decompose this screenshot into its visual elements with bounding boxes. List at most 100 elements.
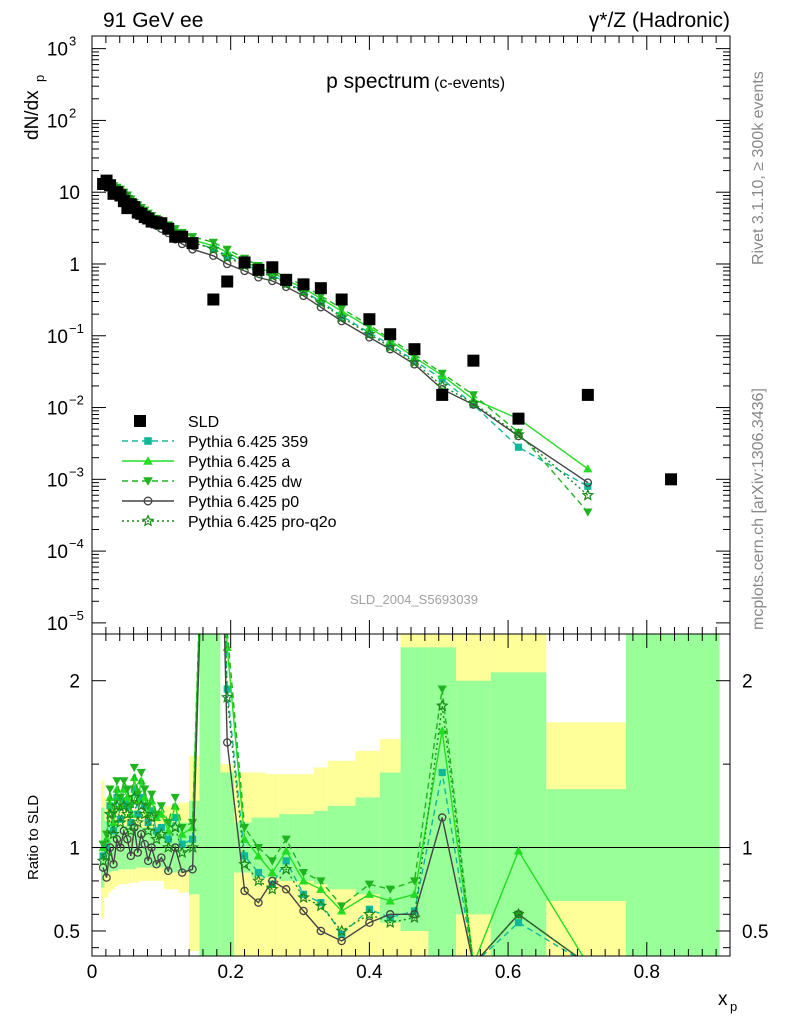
sld-point xyxy=(467,354,480,367)
ratio-point xyxy=(102,873,111,882)
x-axis-title-sub: p xyxy=(730,999,737,1014)
ratio-point xyxy=(152,827,161,835)
series-point xyxy=(437,369,447,378)
ratio-point xyxy=(314,899,328,912)
legend-entry: Pythia 6.425 pro-q2o xyxy=(122,514,337,531)
series-point xyxy=(468,391,479,400)
series-point xyxy=(467,396,480,409)
ratio-point xyxy=(409,877,420,886)
ratio-point xyxy=(364,880,374,889)
ratio-point xyxy=(385,896,395,905)
ratio-point xyxy=(282,857,290,865)
ratio-point xyxy=(438,768,446,777)
ratio-point xyxy=(385,885,395,894)
ratio-point xyxy=(178,840,186,848)
ratio-point xyxy=(156,802,166,811)
series-point xyxy=(362,327,376,340)
ratio-line-3 xyxy=(102,634,578,956)
ratio-point xyxy=(512,907,525,920)
ratio-y-tick-label: 1 xyxy=(69,839,80,860)
x-axis-title: x p xyxy=(718,989,737,1014)
ratio-point xyxy=(137,793,145,802)
y-tick-exponent: −3 xyxy=(69,464,84,479)
ratio-point xyxy=(112,777,122,786)
ratio-point xyxy=(147,843,156,852)
legend-label: SLD xyxy=(188,414,219,431)
legend-label: Pythia 6.425 dw xyxy=(188,474,302,491)
ratio-point xyxy=(122,792,132,802)
sld-point xyxy=(314,282,327,295)
sld-point xyxy=(266,261,279,274)
spectrum-frame xyxy=(91,35,731,635)
ratio-point xyxy=(186,840,199,854)
y-tick-exponent: 3 xyxy=(69,34,76,49)
ratio-point xyxy=(437,813,447,822)
series-point xyxy=(583,508,593,517)
sld-point xyxy=(335,293,348,306)
series-point xyxy=(207,242,220,255)
series-point xyxy=(386,341,394,349)
y-tick-label: 1 xyxy=(69,255,80,276)
series-point xyxy=(514,443,523,451)
ratio-point xyxy=(239,823,250,833)
ratio-point xyxy=(122,785,132,794)
ratio-point xyxy=(133,848,143,857)
series-point xyxy=(222,245,232,254)
ratio-y-tick-label-right: 0.5 xyxy=(742,922,768,943)
legend-marker xyxy=(143,456,153,465)
legend-entry: Pythia 6.425 a xyxy=(122,454,290,471)
x-axis-title-main: x xyxy=(718,989,728,1010)
sld-point xyxy=(207,293,220,306)
ratio-point xyxy=(113,793,121,802)
ratio-point xyxy=(175,845,189,858)
legend-label: Pythia 6.425 p0 xyxy=(188,494,299,511)
ratio-y-tick-label: 0.5 xyxy=(54,922,80,943)
ratio-point xyxy=(187,818,198,828)
y-tick-exponent: 2 xyxy=(69,105,76,120)
ratio-point xyxy=(126,851,136,861)
ratio-point xyxy=(220,690,234,703)
series-point xyxy=(383,340,397,353)
sld-point xyxy=(408,343,421,356)
uncertainty-band-inner xyxy=(199,634,221,956)
series-point xyxy=(583,478,593,487)
ratio-series-1 xyxy=(98,634,584,956)
sld-point xyxy=(436,388,449,401)
series-point xyxy=(385,344,395,354)
analysis-tag: SLD_2004_S5693039 xyxy=(350,592,478,607)
ratio-point xyxy=(127,818,135,827)
uncertainty-band-inner xyxy=(546,789,626,901)
series-point xyxy=(512,427,525,440)
ratio-point xyxy=(298,876,309,885)
ratio-point xyxy=(163,818,173,828)
ratio-point xyxy=(297,890,310,903)
ratio-point xyxy=(188,835,197,843)
ratio-point xyxy=(281,846,291,855)
ratio-point xyxy=(281,885,291,894)
ratio-point xyxy=(252,874,265,887)
y-tick-label: 10 xyxy=(47,470,68,491)
uncertainty-band-inner xyxy=(355,797,380,895)
y-tick-label: 10 xyxy=(47,399,68,420)
legend-label: Pythia 6.425 pro-q2o xyxy=(188,514,337,531)
legend-entry: Pythia 6.425 dw xyxy=(122,474,302,491)
ratio-point xyxy=(143,856,153,866)
ratio-point xyxy=(316,926,326,936)
ratio-point xyxy=(140,785,150,794)
sld-point xyxy=(117,195,130,208)
series-point xyxy=(209,251,218,261)
y-tick-exponent: −5 xyxy=(69,608,84,623)
ratio-point xyxy=(133,790,143,799)
y-tick-exponent: −1 xyxy=(69,321,84,336)
mcplots-label: mcplots.cern.ch [arXiv:1306.3436] xyxy=(750,388,767,630)
ratio-point xyxy=(131,815,145,828)
ratio-point xyxy=(281,835,291,844)
ratio-point xyxy=(124,824,138,837)
ratio-point xyxy=(130,785,138,793)
ratio-point xyxy=(267,867,277,877)
ratio-point xyxy=(164,835,172,843)
ratio-point xyxy=(109,859,118,869)
y-tick-exponent: −4 xyxy=(69,536,84,551)
